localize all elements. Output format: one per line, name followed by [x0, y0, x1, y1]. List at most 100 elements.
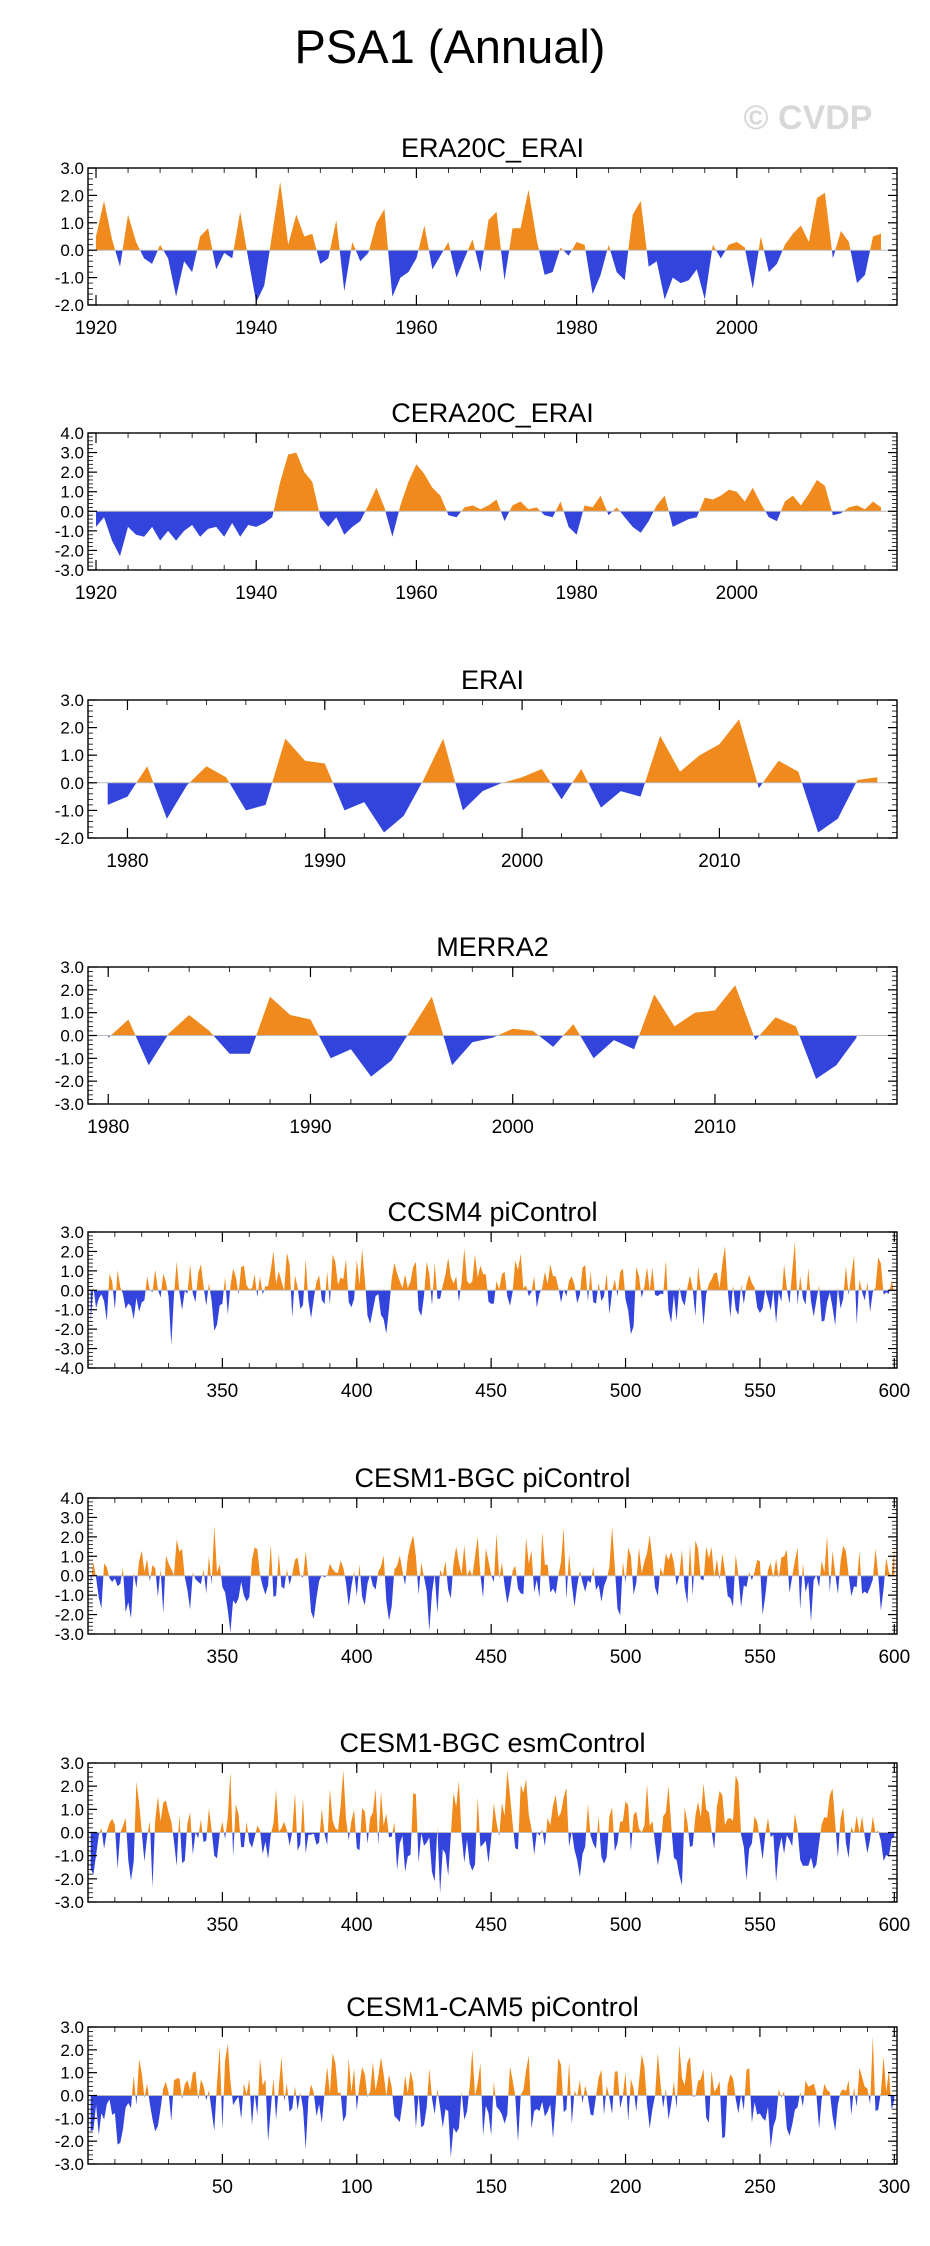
positive-area — [892, 1547, 895, 1576]
negative-area — [627, 2096, 630, 2122]
y-tick-label: 2.0 — [60, 1242, 84, 1261]
positive-area — [500, 1563, 504, 1576]
y-tick-label: 0.0 — [60, 774, 84, 793]
chart-title: CERA20C_ERAI — [391, 398, 594, 428]
positive-area — [662, 1786, 672, 1833]
negative-area — [91, 1576, 92, 1586]
positive-area — [168, 1015, 214, 1036]
positive-area — [495, 1272, 506, 1291]
positive-area — [858, 1551, 861, 1576]
positive-area — [251, 1548, 260, 1576]
positive-area — [443, 1561, 447, 1576]
positive-area — [328, 1770, 348, 1833]
positive-area — [208, 2090, 210, 2095]
negative-area — [229, 783, 272, 811]
positive-area — [403, 2071, 414, 2096]
positive-area — [347, 2058, 356, 2095]
positive-area — [272, 2078, 275, 2096]
negative-area — [641, 1290, 644, 1298]
positive-area — [753, 1816, 759, 1832]
positive-area — [294, 2086, 296, 2095]
negative-area — [625, 1290, 635, 1334]
positive-area — [103, 1564, 109, 1576]
positive-area — [355, 1249, 366, 1290]
negative-area — [527, 1290, 531, 1296]
negative-area — [829, 1576, 831, 1593]
watermark: © CVDP — [744, 99, 873, 137]
positive-area — [234, 1804, 240, 1833]
positive-area — [684, 1807, 689, 1832]
negative-area — [609, 2096, 613, 2115]
negative-area — [539, 250, 560, 275]
negative-area — [832, 511, 844, 515]
negative-area — [437, 1290, 442, 1299]
x-tick-label: 600 — [878, 1647, 910, 1668]
positive-area — [420, 1563, 424, 1576]
x-tick-label: 2000 — [492, 1117, 534, 1138]
negative-area — [432, 2096, 437, 2115]
negative-area — [482, 2096, 494, 2136]
chart-title: ERA20C_ERAI — [401, 133, 584, 163]
positive-area — [224, 2044, 232, 2096]
positive-area — [475, 2063, 482, 2095]
negative-area — [784, 2096, 799, 2136]
negative-area — [757, 783, 763, 789]
negative-area — [196, 1833, 199, 1839]
positive-area — [781, 480, 832, 511]
negative-area — [634, 2096, 637, 2112]
negative-area — [891, 2096, 895, 2110]
positive-area — [613, 507, 620, 511]
positive-area — [767, 1563, 773, 1576]
negative-area — [566, 1576, 568, 1600]
negative-area — [314, 2096, 324, 2123]
y-tick-label: 2.0 — [60, 186, 84, 205]
negative-area — [804, 1576, 816, 1622]
negative-area — [719, 1576, 720, 1580]
negative-area — [417, 1576, 420, 1595]
negative-area — [210, 2096, 217, 2131]
positive-area — [532, 1276, 536, 1291]
negative-area — [716, 250, 726, 258]
negative-area — [462, 2096, 469, 2120]
positive-area — [871, 2036, 875, 2095]
negative-area — [503, 1576, 512, 1604]
positive-area — [699, 488, 765, 512]
positive-area — [712, 245, 716, 251]
negative-area — [850, 2096, 853, 2116]
positive-area — [654, 496, 669, 512]
positive-area — [476, 1797, 479, 1832]
negative-area — [345, 1576, 354, 1607]
y-tick-label: 0.0 — [60, 1027, 84, 1046]
y-tick-label: -2.0 — [55, 1870, 84, 1889]
negative-area — [571, 2096, 575, 2125]
negative-area — [179, 1290, 188, 1310]
negative-area — [341, 2096, 347, 2122]
y-tick-label: -1.0 — [55, 522, 84, 541]
x-tick-label: 2010 — [694, 1117, 736, 1138]
positive-area — [580, 1265, 587, 1290]
positive-area — [619, 1801, 630, 1832]
negative-area — [726, 1576, 735, 1607]
positive-area — [714, 1559, 719, 1576]
negative-area — [594, 1576, 607, 1602]
negative-area — [455, 783, 502, 811]
positive-area — [220, 1822, 224, 1833]
negative-area — [260, 1833, 271, 1859]
negative-area — [539, 1036, 564, 1047]
negative-area — [862, 1290, 867, 1300]
positive-area — [694, 1784, 712, 1833]
negative-area — [296, 2096, 300, 2111]
positive-area — [586, 1804, 590, 1832]
positive-area — [324, 2053, 341, 2095]
negative-area — [654, 1576, 660, 1596]
negative-area — [213, 1036, 256, 1054]
positive-area — [461, 500, 501, 512]
negative-area — [308, 1576, 321, 1619]
positive-area — [433, 1263, 437, 1290]
positive-area — [637, 1535, 654, 1575]
negative-area — [607, 511, 613, 515]
positive-area — [567, 2062, 570, 2096]
negative-area — [693, 1290, 697, 1316]
positive-area — [135, 1782, 142, 1833]
